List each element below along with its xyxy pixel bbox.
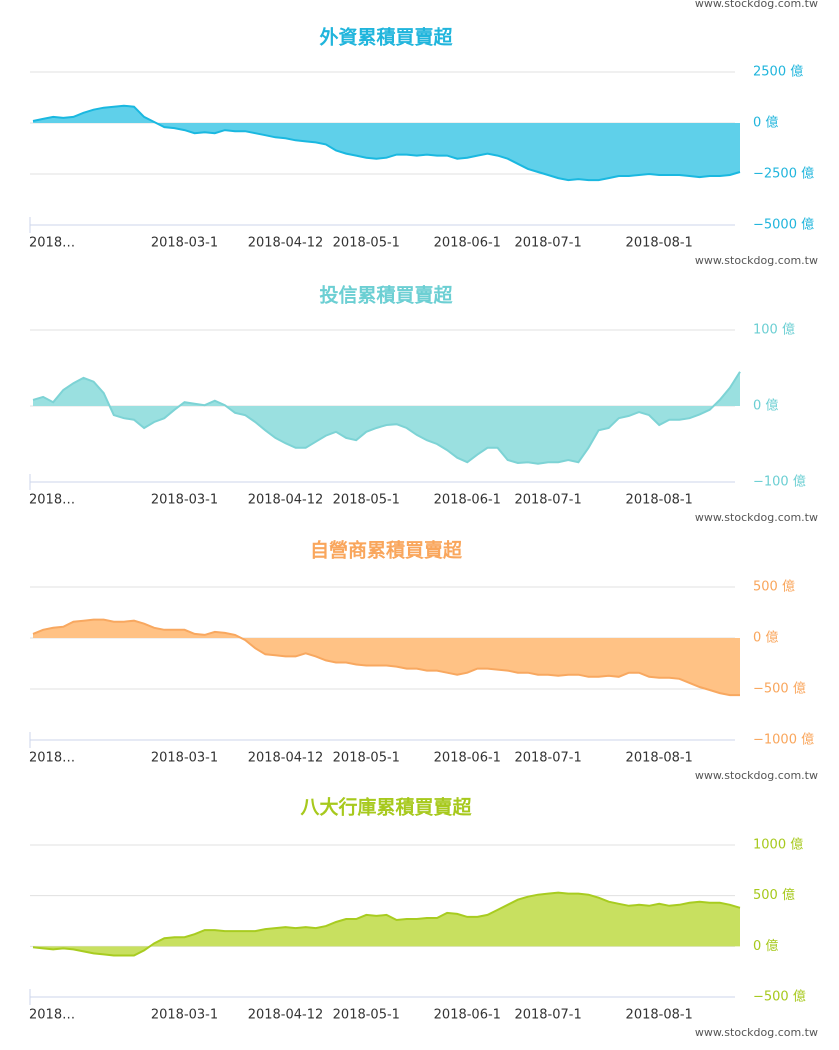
chart-title: 自營商累積買賣超 <box>310 539 463 562</box>
y-tick-label: 2500 億 <box>753 64 803 80</box>
x-tick-label: 2018-07-1 <box>514 493 581 508</box>
x-tick-label: 2018… <box>29 1008 75 1023</box>
x-tick-label: 2018-08-1 <box>626 493 693 508</box>
area <box>33 619 740 696</box>
x-tick-label: 2018-04-12 <box>248 236 324 251</box>
x-tick-label: 2018… <box>29 751 75 766</box>
x-tick-label: 2018-04-12 <box>248 493 324 508</box>
x-tick-label: 2018-06-1 <box>434 236 501 251</box>
y-tick-label: 0 億 <box>753 115 778 131</box>
y-tick-label: −500 億 <box>753 681 806 697</box>
y-tick-label: −1000 億 <box>753 732 814 748</box>
chart-title: 八大行庫累積買賣超 <box>300 796 472 819</box>
y-tick-label: 500 億 <box>753 887 795 903</box>
x-tick-label: 2018… <box>29 493 75 508</box>
x-tick-label: 2018-05-1 <box>333 751 400 766</box>
watermark: www.stockdog.com.tw <box>695 0 818 10</box>
watermark: www.stockdog.com.tw <box>695 254 818 267</box>
x-tick-label: 2018-08-1 <box>626 1008 693 1023</box>
x-tick-label: 2018-05-1 <box>333 236 400 251</box>
y-tick-label: −2500 億 <box>753 166 814 182</box>
x-tick-label: 2018-05-1 <box>333 1008 400 1023</box>
x-tick-label: 2018-08-1 <box>626 236 693 251</box>
line <box>32 618 740 697</box>
x-tick-label: 2018-07-1 <box>514 751 581 766</box>
watermark: www.stockdog.com.tw <box>695 1026 818 1039</box>
line <box>32 371 741 465</box>
x-tick-label: 2018-07-1 <box>514 1008 581 1023</box>
area <box>33 892 740 956</box>
watermark: www.stockdog.com.tw <box>695 511 818 524</box>
x-tick-label: 2018-05-1 <box>333 493 400 508</box>
y-tick-label: −500 億 <box>753 989 806 1005</box>
x-tick-label: 2018-03-1 <box>151 493 218 508</box>
x-tick-label: 2018… <box>29 236 75 251</box>
area <box>33 371 740 464</box>
y-tick-label: −100 億 <box>753 474 806 490</box>
chart-title: 外資累積買賣超 <box>319 26 453 49</box>
line <box>32 891 741 957</box>
x-tick-label: 2018-03-1 <box>151 751 218 766</box>
area <box>33 105 740 181</box>
y-tick-label: 0 億 <box>753 398 778 414</box>
x-tick-label: 2018-04-12 <box>248 1008 324 1023</box>
chart-title: 投信累積買賣超 <box>319 284 453 307</box>
x-tick-label: 2018-08-1 <box>626 751 693 766</box>
watermark: www.stockdog.com.tw <box>695 769 818 782</box>
y-tick-label: 1000 億 <box>753 837 803 853</box>
x-tick-label: 2018-03-1 <box>151 236 218 251</box>
x-tick-label: 2018-07-1 <box>514 236 581 251</box>
y-tick-label: −5000 億 <box>753 217 814 233</box>
x-tick-label: 2018-06-1 <box>434 751 501 766</box>
y-tick-label: 0 億 <box>753 630 778 646</box>
x-tick-label: 2018-03-1 <box>151 1008 218 1023</box>
y-tick-label: 500 億 <box>753 579 795 595</box>
x-tick-label: 2018-04-12 <box>248 751 324 766</box>
x-tick-label: 2018-06-1 <box>434 493 501 508</box>
x-tick-label: 2018-06-1 <box>434 1008 501 1023</box>
y-tick-label: 100 億 <box>753 322 795 338</box>
line <box>32 104 741 182</box>
y-tick-label: 0 億 <box>753 938 778 954</box>
